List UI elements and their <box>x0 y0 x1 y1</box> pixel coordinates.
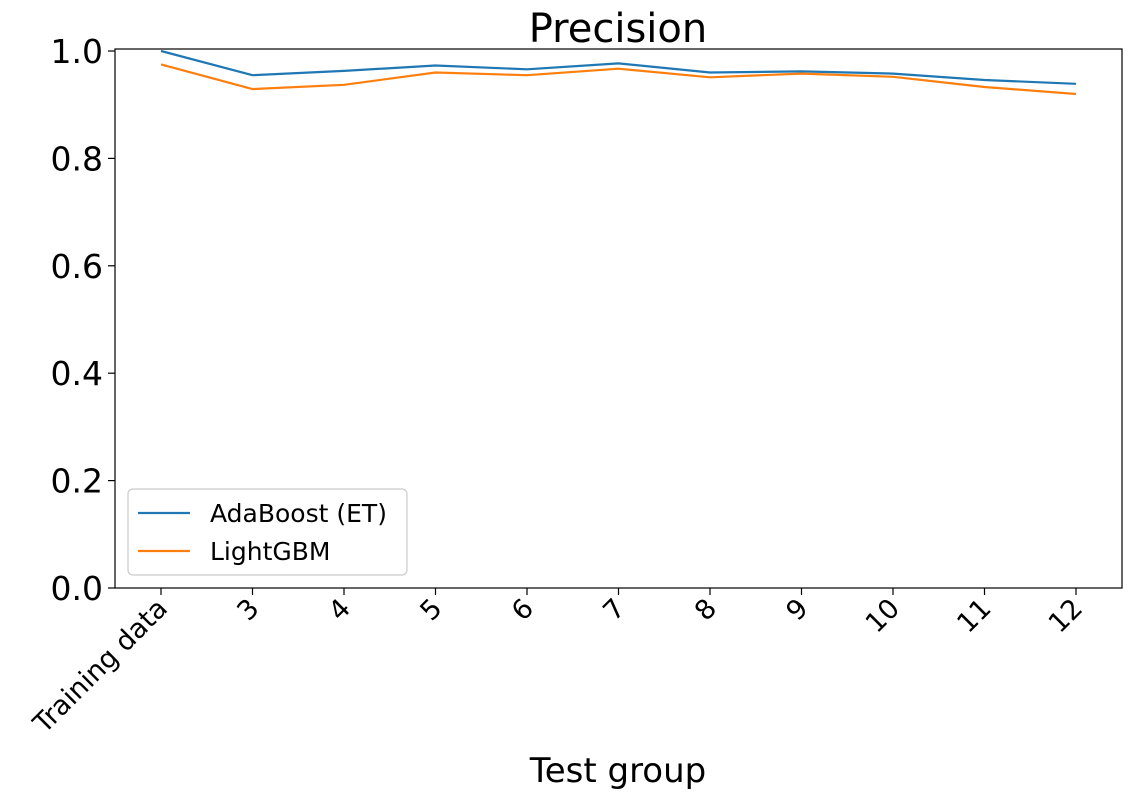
data-point-s1-3 <box>434 70 438 74</box>
x-tick-label: 4 <box>323 593 357 627</box>
data-point-s0-2 <box>342 69 346 73</box>
data-point-s1-0 <box>159 62 163 66</box>
data-point-s0-1 <box>251 73 255 77</box>
x-tick-label: 12 <box>1043 593 1089 639</box>
data-point-s1-4 <box>525 73 529 77</box>
series-line-1 <box>160 63 1077 96</box>
x-tick-label: 8 <box>689 593 723 627</box>
data-point-s1-10 <box>1074 92 1078 96</box>
data-point-s0-0 <box>159 49 163 53</box>
y-tick-label: 0.0 <box>51 569 103 608</box>
plot-area: 0.0 0.2 0.4 0.6 0.8 1.0 Training data 3 4 5 6 7 8 9 10… <box>27 32 1123 740</box>
legend-label: AdaBoost (ET) <box>210 499 387 528</box>
y-tick-label: 0.8 <box>51 139 103 178</box>
data-point-s0-3 <box>434 63 438 67</box>
data-point-s0-5 <box>617 61 621 65</box>
data-point-s1-6 <box>708 75 712 79</box>
x-tick-label: 3 <box>231 593 265 627</box>
x-tick-label: 9 <box>780 593 814 627</box>
x-axis-label: Test group <box>529 751 707 791</box>
series-line-0 <box>160 49 1077 85</box>
y-tick-label: 0.6 <box>51 247 103 286</box>
data-point-s1-2 <box>342 83 346 87</box>
x-tick-label: 7 <box>597 593 631 627</box>
x-tick-label: 11 <box>951 593 997 639</box>
y-tick-label: 1.0 <box>51 32 103 71</box>
x-tick-label: Training data <box>27 593 174 740</box>
data-point-s0-10 <box>1074 82 1078 86</box>
x-tick-label: 10 <box>860 593 906 639</box>
data-point-s1-1 <box>251 87 255 91</box>
data-point-s0-6 <box>708 70 712 74</box>
data-point-s0-4 <box>525 67 529 71</box>
legend-label: LightGBM <box>210 537 330 566</box>
y-tick-label: 0.4 <box>51 354 103 393</box>
data-point-s1-7 <box>800 72 804 76</box>
x-tick-label: 5 <box>414 593 448 627</box>
data-point-s0-9 <box>983 78 987 82</box>
data-point-s1-9 <box>983 85 987 89</box>
data-point-s1-8 <box>891 75 895 79</box>
y-tick-label: 0.2 <box>51 462 103 501</box>
legend-box <box>127 488 408 576</box>
chart-title: Precision <box>529 6 707 52</box>
x-tick-label: 6 <box>506 593 540 627</box>
data-point-s1-5 <box>617 67 621 71</box>
